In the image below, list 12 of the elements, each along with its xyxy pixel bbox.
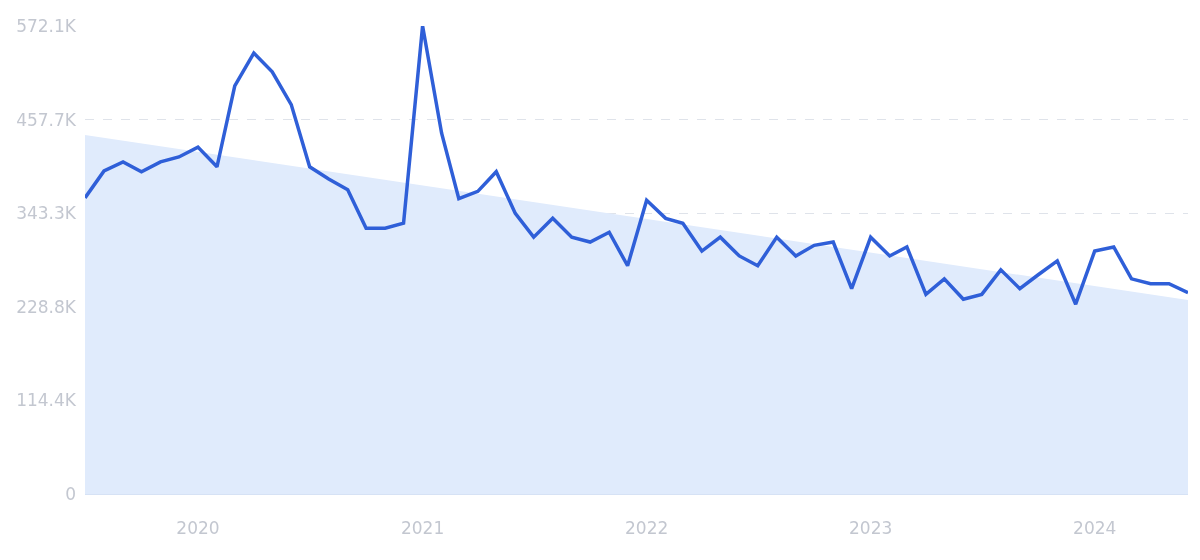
line-series [85,26,1188,306]
y-tick-label: 0 [65,483,76,504]
y-tick-label: 457.7K [16,109,77,130]
x-tick-label: 2021 [400,518,445,538]
y-tick-label: 228.8K [16,296,77,317]
y-tick-label: 572.1K [16,15,77,36]
x-tick-label: 2020 [176,518,220,538]
x-tick-label: 2024 [1073,518,1117,538]
y-tick-label: 114.4K [16,390,77,411]
y-tick-label: 343.3K [16,203,77,224]
x-tick-label: 2022 [625,518,669,538]
x-tick-label: 2023 [849,518,893,538]
